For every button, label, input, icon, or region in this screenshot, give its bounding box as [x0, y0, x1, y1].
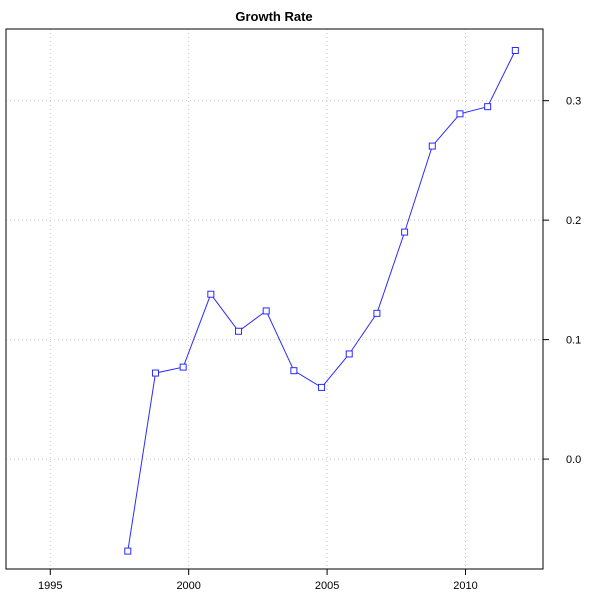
data-point-marker: [345, 350, 353, 358]
data-point-marker: [456, 110, 464, 118]
x-tick-label: 2000: [176, 580, 200, 592]
grid-lines: [6, 29, 543, 569]
data-point-marker: [401, 228, 409, 236]
y-tick-label: 0.2: [566, 215, 581, 227]
axes: 1995 2000 2005 2010 0.0 0.1 0.2 0.3: [38, 96, 581, 592]
x-tick-label: 1995: [38, 580, 62, 592]
data-point-marker: [179, 363, 187, 371]
y-tick-label: 0.1: [566, 335, 581, 347]
data-point-marker: [484, 103, 492, 111]
y-tick-label: 0.0: [566, 454, 581, 466]
data-point-marker: [373, 309, 381, 317]
data-point-marker: [151, 369, 159, 377]
data-point-marker: [124, 547, 132, 555]
data-point-marker: [511, 47, 519, 55]
y-tick-label: 0.3: [566, 96, 581, 108]
x-tick-label: 2010: [453, 580, 477, 592]
data-point-marker: [318, 383, 326, 391]
data-series: [124, 47, 519, 555]
data-point-marker: [428, 142, 436, 150]
data-point-marker: [207, 290, 215, 298]
chart-title: Growth Rate: [235, 9, 312, 24]
plot-border: [5, 28, 544, 570]
data-point-marker: [290, 367, 298, 375]
data-point-marker: [235, 327, 243, 335]
x-tick-label: 2005: [315, 580, 339, 592]
data-point-marker: [262, 307, 270, 315]
